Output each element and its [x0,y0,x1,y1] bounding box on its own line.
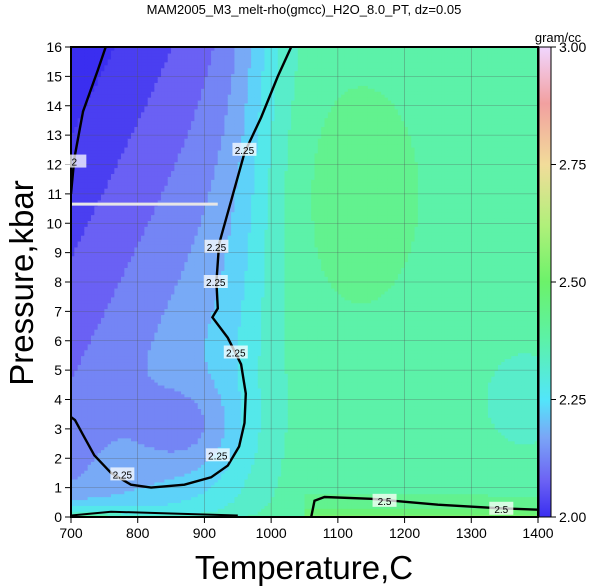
colorbar-ticks: 2.00 2.25 2.50 2.75 3.00 [551,39,586,525]
colorbar-label: gram/cc [535,30,582,45]
x-tick-label: 1000 [256,525,287,541]
contour-label-bg [232,142,257,156]
contour-label: 2.5 [494,505,508,516]
y-tick-label: 7 [54,303,62,319]
plot-area [71,47,538,517]
y-tick-label: 14 [46,98,62,114]
contour-label: 2.25 [235,146,255,157]
contour-label-bg [223,345,248,359]
contour-label: 2 [72,158,78,169]
x-tick-label: 1300 [456,525,487,541]
colorbar-tick-label: 3.00 [559,39,586,55]
colorbar-tick-label: 2.50 [559,274,586,290]
contour-2.25 [71,47,293,489]
contour-label-bg [62,154,87,168]
y-tick-label: 5 [54,362,62,378]
y-tick-label: 13 [46,127,62,143]
y-tick-label: 10 [46,215,62,231]
contour-label-bg [372,493,397,507]
density-field [71,47,538,517]
contour-label-bg [205,448,230,462]
contour-label-bg [110,467,135,481]
y-tick-label: 2 [54,450,62,466]
contour-2 [71,47,107,195]
chart-title: MAM2005_M3_melt-rho(gmcc)_H2O_8.0_PT, dz… [147,2,462,17]
contour-label: 2.25 [208,451,228,462]
contour-label: 2.5 [378,497,392,508]
colorbar-scale [538,46,552,518]
contour-labels: 2 2.25 2.25 2.25 2.25 2.25 2.25 2.5 2.5 [62,142,514,516]
x-axis: 700 800 900 1000 1100 1200 1300 1400 [59,517,554,541]
x-axis-label: Temperature,C [195,549,413,586]
y-tick-label: 8 [54,274,62,290]
y-tick-label: 12 [46,157,62,173]
colorbar-tick-label: 2.25 [559,392,586,408]
y-tick-label: 16 [46,39,62,55]
contour-low [71,510,238,517]
x-tick-label: 1100 [323,525,353,541]
contour-label: 2.25 [207,243,227,254]
colorbar-tick-label: 2.75 [559,157,586,173]
colorbar: 2.00 2.25 2.50 2.75 3.00 gram/cc [535,30,587,525]
y-tick-label: 4 [54,392,62,408]
contour-label: 2.25 [226,349,246,360]
contour-label: 2.25 [113,470,133,481]
x-tick-label: 1400 [522,525,553,541]
y-axis-label: Pressure,kbar [3,180,40,385]
contour-label-bg [489,501,514,515]
x-tick-label: 800 [126,525,150,541]
y-tick-label: 9 [54,245,62,261]
y-tick-label: 0 [54,509,62,525]
x-tick-label: 1200 [389,525,420,541]
x-tick-label: 900 [193,525,217,541]
contour-label-bg [203,275,228,288]
contour-label-bg [204,239,229,253]
y-tick-label: 6 [54,333,62,349]
y-tick-label: 15 [46,68,62,84]
y-tick-label: 11 [47,186,62,202]
contour-lines [71,47,538,517]
x-tick-label: 700 [59,525,83,541]
contour-label: 2.25 [206,278,226,289]
colorbar-tick-label: 2.00 [559,509,586,525]
y-tick-label: 1 [54,480,62,496]
y-tick-label: 3 [54,421,62,437]
